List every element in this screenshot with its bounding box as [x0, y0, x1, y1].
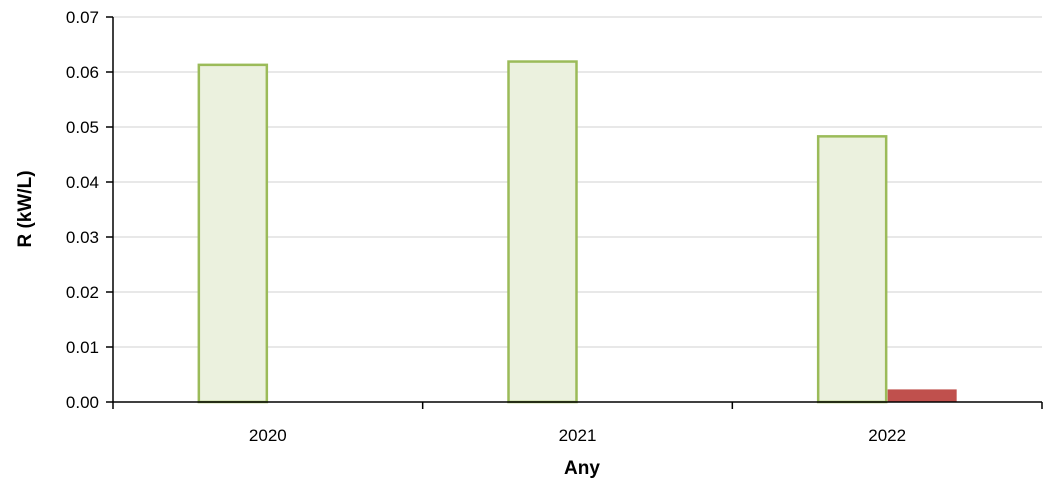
bars	[197, 60, 957, 404]
y-tick-label: 0.03	[66, 228, 99, 247]
y-tick-label: 0.00	[66, 393, 99, 412]
axes	[112, 17, 1042, 403]
bar-series-1-2020	[197, 63, 269, 404]
bar-series-1-2021	[507, 60, 578, 404]
x-tick-label: 2022	[868, 426, 906, 445]
y-tick-label: 0.02	[66, 283, 99, 302]
y-tick-label: 0.06	[66, 63, 99, 82]
x-tick-labels: 2020 2021 2022	[112, 402, 1043, 445]
y-tick-labels: 0.00 0.01 0.02 0.03 0.04 0.05 0.06 0.07	[66, 8, 113, 412]
bar-series-1-2022	[816, 135, 888, 404]
x-tick-label: 2021	[559, 426, 597, 445]
y-tick-label: 0.04	[66, 173, 99, 192]
x-axis-title: Any	[564, 458, 600, 479]
y-tick-label: 0.01	[66, 338, 99, 357]
y-tick-label: 0.05	[66, 118, 99, 137]
y-tick-label: 0.07	[66, 8, 99, 27]
bar-series-2-2022	[887, 389, 957, 403]
y-axis-title: R (kW/L)	[15, 170, 36, 247]
x-tick-label: 2020	[249, 426, 287, 445]
